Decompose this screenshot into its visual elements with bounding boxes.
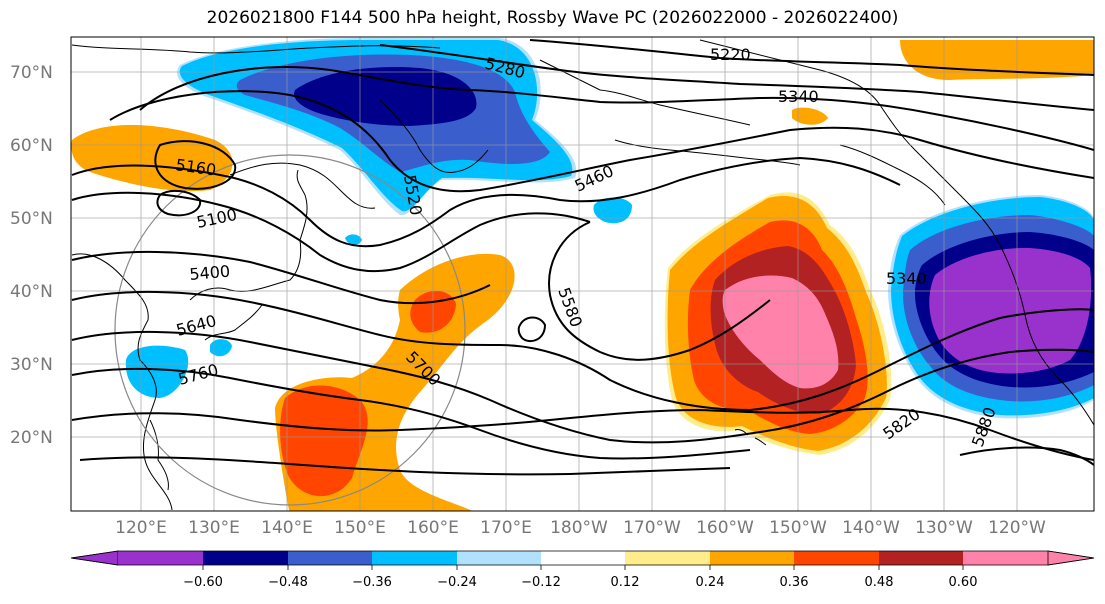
lon-label: 170°E	[480, 518, 532, 538]
colorbar-cell	[118, 551, 203, 565]
colorbar-tick-label: −0.24	[437, 575, 477, 590]
contour-label: 5220	[710, 45, 751, 64]
reference-circle	[114, 154, 466, 506]
coast-okhotsk	[229, 162, 376, 209]
contour-5880-e	[959, 446, 1094, 466]
coast-east-asia	[71, 253, 173, 511]
lon-label: 120°E	[115, 518, 167, 538]
contour-5280	[379, 44, 1094, 111]
contour-5160	[154, 140, 237, 190]
colorbar-cell	[457, 551, 541, 565]
colorbar: −0.60 −0.48 −0.36 −0.24 −0.12 0.12 0.24 …	[70, 550, 1095, 590]
coast-siberia-north	[71, 44, 441, 54]
anomaly-fill-na-strong	[929, 247, 1092, 374]
colorbar-tick-label: −0.36	[352, 575, 392, 590]
colorbar-tick-label: 0.48	[865, 575, 894, 590]
contour-5400a	[109, 90, 1094, 193]
lon-label: 160°W	[696, 518, 754, 538]
contour-5100	[156, 189, 202, 217]
anomaly-fill-kamchatka	[71, 124, 233, 192]
anomaly-fill-siberia-dark	[294, 66, 477, 126]
lon-label: 180°W	[550, 518, 608, 538]
anomaly-fill-small-blue-3	[210, 339, 232, 357]
contour-5640	[71, 290, 1094, 412]
contour-small-closed	[517, 316, 547, 343]
contour-label: 5340	[886, 269, 927, 288]
colorbar-cell	[1047, 550, 1095, 566]
contour-5580	[548, 221, 771, 361]
map-frame	[70, 36, 1095, 512]
contour-5520	[71, 191, 591, 273]
colorbar-tick-label: 0.24	[696, 575, 725, 590]
height-contours	[71, 39, 1094, 476]
contour-5820	[71, 407, 1094, 461]
lon-label: 130°W	[915, 518, 973, 538]
colorbar-cell	[70, 550, 119, 566]
colorbar-frame	[70, 550, 1095, 566]
lon-label: 130°E	[188, 518, 240, 538]
colorbar-tick-label: −0.12	[521, 575, 561, 590]
anomaly-fill-alaska-orange	[900, 40, 1094, 80]
lat-label: 50°N	[10, 209, 53, 229]
contour-label: 5580	[554, 285, 586, 330]
coast-kamchatka	[379, 99, 489, 174]
lon-label: 140°E	[261, 518, 313, 538]
lon-label: 140°W	[842, 518, 900, 538]
coast-korea-japan	[189, 169, 308, 301]
lat-label: 40°N	[10, 282, 53, 302]
colorbar-cell	[625, 551, 710, 565]
colorbar-cell	[203, 551, 288, 565]
colorbar-ticks	[202, 565, 964, 570]
contour-5220	[529, 39, 1094, 76]
colorbar-tick-label: 0.12	[611, 575, 640, 590]
lon-label: 150°W	[769, 518, 827, 538]
coast-bering	[539, 59, 751, 126]
lon-label: 150°E	[334, 518, 386, 538]
contour-5880	[79, 456, 731, 476]
anomaly-fill-small-blue-4	[345, 234, 362, 246]
colorbar-tick-label: −0.60	[183, 575, 223, 590]
lon-label: 120°W	[988, 518, 1046, 538]
anomaly-fill-small-blue-1	[593, 197, 632, 224]
anomaly-fill-small-blue-2	[125, 345, 189, 398]
coastlines	[71, 39, 1094, 511]
contour-label: 5400	[189, 262, 231, 284]
coast-alaska-se	[839, 144, 946, 206]
lat-label: 70°N	[10, 63, 53, 83]
contour-label: 5100	[195, 205, 239, 232]
contour-label: 5340	[778, 87, 819, 106]
lon-label: 160°E	[407, 518, 459, 538]
colorbar-cell	[710, 551, 794, 565]
colorbar-cell	[879, 551, 963, 565]
contour-5460	[71, 156, 901, 248]
lon-label: 170°W	[623, 518, 681, 538]
lat-label: 30°N	[10, 355, 53, 375]
contour-5760	[71, 367, 751, 460]
map-title: 2026021800 F144 500 hPa height, Rossby W…	[206, 8, 899, 28]
colorbar-cell	[963, 551, 1048, 565]
colorbar-tick-label: −0.48	[268, 575, 308, 590]
colorbar-cell	[794, 551, 879, 565]
colorbar-cell	[288, 551, 372, 565]
colorbar-cell	[372, 551, 457, 565]
contour-5340	[139, 65, 1094, 151]
colorbar-cell	[541, 551, 625, 565]
colorbar-tick-label: 0.36	[780, 575, 809, 590]
lat-label: 60°N	[10, 136, 53, 156]
contour-5400	[71, 250, 491, 305]
contour-5700	[71, 330, 1094, 444]
coast-philippines	[149, 419, 169, 491]
lat-label: 20°N	[10, 428, 53, 448]
longitude-labels: 120°E 130°E 140°E 150°E 160°E 170°E 180°…	[115, 518, 1046, 538]
contour-label: 5460	[572, 161, 617, 195]
latitude-labels: 70°N 60°N 50°N 40°N 30°N 20°N	[10, 63, 53, 448]
gridlines	[71, 37, 1094, 511]
anomaly-fill-small-orange	[792, 107, 828, 125]
coast-alaska	[699, 39, 1094, 426]
anomaly-fill-ne-pacific-pink	[722, 275, 839, 389]
colorbar-tick-label: 0.60	[949, 575, 978, 590]
